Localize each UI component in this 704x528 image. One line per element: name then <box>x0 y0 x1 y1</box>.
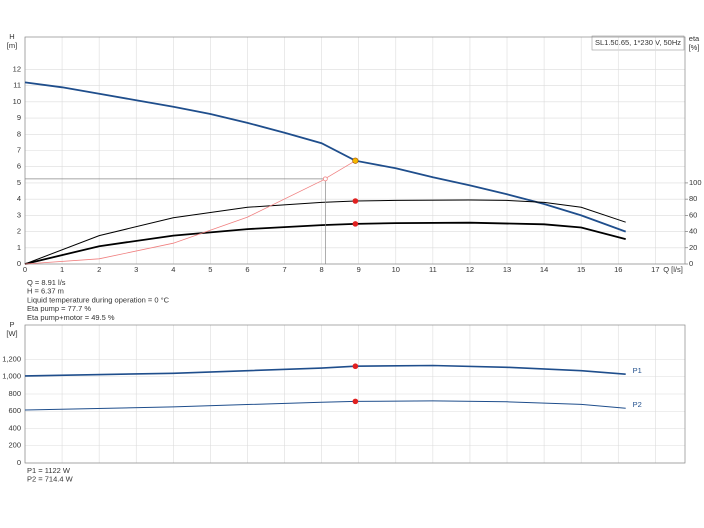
y2-axis-label: eta <box>689 34 700 43</box>
y-axis-unit: [W] <box>6 329 17 338</box>
operating-point <box>352 198 359 204</box>
x-tick-label: 8 <box>320 265 324 274</box>
title-box <box>591 35 685 51</box>
y2-tick-label: 40 <box>689 227 697 236</box>
y-tick-label: 0 <box>17 259 21 268</box>
operating-point <box>352 221 359 227</box>
y-tick-label: 12 <box>13 64 21 73</box>
y-tick-label: 0 <box>17 458 21 467</box>
chart-title: SL1.50.65, 1*230 V, 50Hz <box>595 38 681 47</box>
x-tick-label: 0 <box>23 265 27 274</box>
y-tick-label: 600 <box>8 406 21 415</box>
x-tick-label: 1 <box>60 265 64 274</box>
y-tick-label: 800 <box>8 389 21 398</box>
y-tick-label: 6 <box>17 162 21 171</box>
x-tick-label: 6 <box>245 265 249 274</box>
operating-point <box>352 363 359 370</box>
y-tick-label: 7 <box>17 145 21 154</box>
plot-frame <box>24 324 686 464</box>
note: P2 = 714.4 W <box>27 475 74 484</box>
y-tick-label: 2 <box>17 227 21 236</box>
curve <box>24 364 626 377</box>
y-tick-label: 5 <box>17 178 21 187</box>
x-tick-label: 4 <box>171 265 175 274</box>
curve-label: P2 <box>633 400 642 409</box>
y2-tick-label: 20 <box>689 243 697 252</box>
x-tick-label: 17 <box>651 265 659 274</box>
x-tick-label: 15 <box>577 265 585 274</box>
curve <box>24 81 627 233</box>
note: Eta pump = 77.7 % <box>27 304 91 313</box>
duty-point <box>322 176 328 182</box>
y-tick-label: 1,200 <box>2 354 21 363</box>
note: H = 6.37 m <box>27 287 64 296</box>
x-tick-label: 2 <box>97 265 101 274</box>
y-tick-label: 4 <box>17 194 21 203</box>
x-tick-label: 7 <box>282 265 286 274</box>
y-axis-unit: [m] <box>7 41 17 50</box>
y-tick-label: 200 <box>8 441 21 450</box>
note: Q = 8.91 l/s <box>27 278 66 287</box>
x-tick-label: 9 <box>357 265 361 274</box>
y-axis-label: P <box>9 320 14 329</box>
duty-crosshair <box>25 178 326 264</box>
y-tick-label: 3 <box>17 210 21 219</box>
curve <box>24 199 626 265</box>
y-tick-label: 8 <box>17 129 21 138</box>
x-tick-label: 5 <box>208 265 212 274</box>
y-tick-label: 1,000 <box>2 372 21 381</box>
note: Eta pump+motor = 49.5 % <box>27 313 115 322</box>
y-tick-label: 9 <box>17 113 21 122</box>
x-tick-label: 16 <box>614 265 622 274</box>
y-tick-label: 11 <box>13 81 21 90</box>
curve <box>24 160 356 265</box>
curve-label: P1 <box>633 366 642 375</box>
note: P1 = 1122 W <box>27 466 71 475</box>
y2-axis-unit: [%] <box>689 43 700 52</box>
y2-tick-label: 60 <box>689 210 697 219</box>
y2-tick-label: 100 <box>689 178 702 187</box>
curve <box>24 400 626 411</box>
note: Liquid temperature during operation = 0 … <box>27 295 170 304</box>
x-tick-label: 12 <box>466 265 474 274</box>
x-axis-label: Q [l/s] <box>663 265 683 274</box>
y2-tick-label: 80 <box>689 194 697 203</box>
x-tick-label: 10 <box>392 265 400 274</box>
plot-frame <box>24 36 686 265</box>
x-tick-label: 14 <box>540 265 548 274</box>
x-tick-label: 13 <box>503 265 511 274</box>
y-tick-label: 1 <box>17 243 21 252</box>
y-tick-label: 400 <box>8 423 21 432</box>
y-axis-label: H <box>9 32 14 41</box>
y-tick-label: 10 <box>13 97 21 106</box>
x-tick-label: 3 <box>134 265 138 274</box>
operating-point <box>352 157 359 164</box>
x-tick-label: 11 <box>429 265 437 274</box>
y2-tick-label: 0 <box>689 259 693 268</box>
operating-point <box>352 398 359 405</box>
